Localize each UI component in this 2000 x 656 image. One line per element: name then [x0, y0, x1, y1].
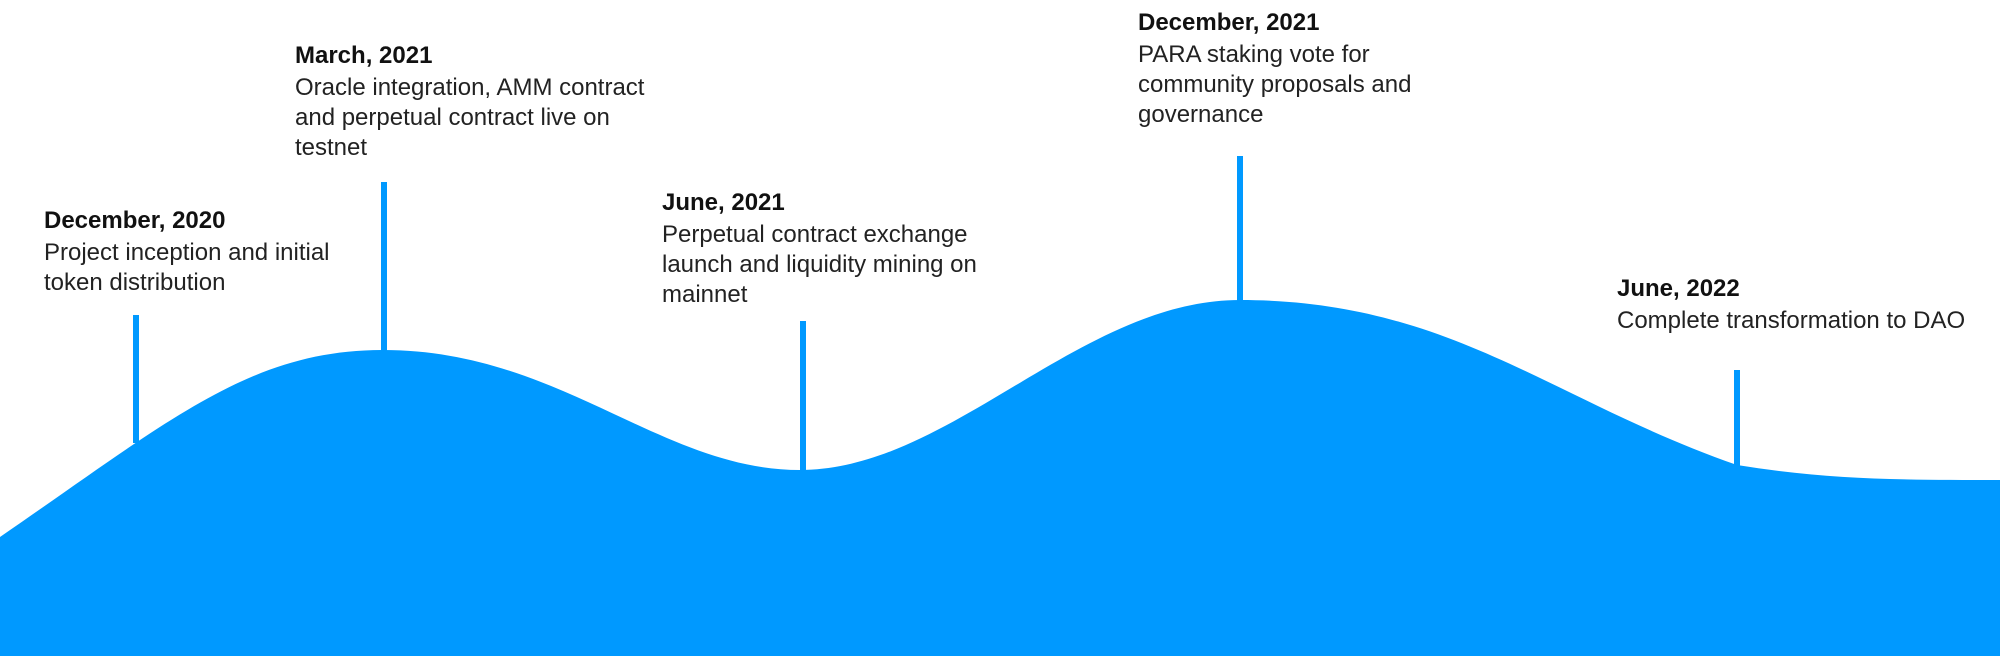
milestone-december-2020: December, 2020 Project inception and ini…	[44, 206, 374, 298]
milestone-date: December, 2020	[44, 207, 226, 234]
milestone-description: Project inception and initial token dist…	[44, 239, 330, 296]
milestone-date: March, 2021	[295, 42, 433, 69]
milestone-june-2022: June, 2022 Complete transformation to DA…	[1617, 274, 1977, 336]
milestone-stem-june-2021	[800, 321, 806, 471]
milestone-march-2021: March, 2021 Oracle integration, AMM cont…	[295, 41, 655, 163]
milestone-stem-december-2021	[1237, 156, 1243, 302]
milestone-date: June, 2021	[662, 189, 785, 216]
milestone-date: June, 2022	[1617, 275, 1740, 302]
roadmap-wave	[0, 300, 2000, 656]
milestone-stem-december-2020	[133, 315, 139, 443]
milestone-description: PARA staking vote for community proposal…	[1138, 41, 1412, 128]
milestone-description: Complete transformation to DAO	[1617, 307, 1966, 334]
milestone-description: Perpetual contract exchange launch and l…	[662, 221, 977, 308]
milestone-stem-june-2022	[1734, 370, 1740, 468]
milestone-june-2021: June, 2021 Perpetual contract exchange l…	[662, 188, 1022, 310]
milestone-december-2021: December, 2021 PARA staking vote for com…	[1138, 8, 1468, 130]
milestone-date: December, 2021	[1138, 9, 1320, 36]
milestone-stem-march-2021	[381, 182, 387, 352]
milestone-description: Oracle integration, AMM contract and per…	[295, 74, 645, 161]
